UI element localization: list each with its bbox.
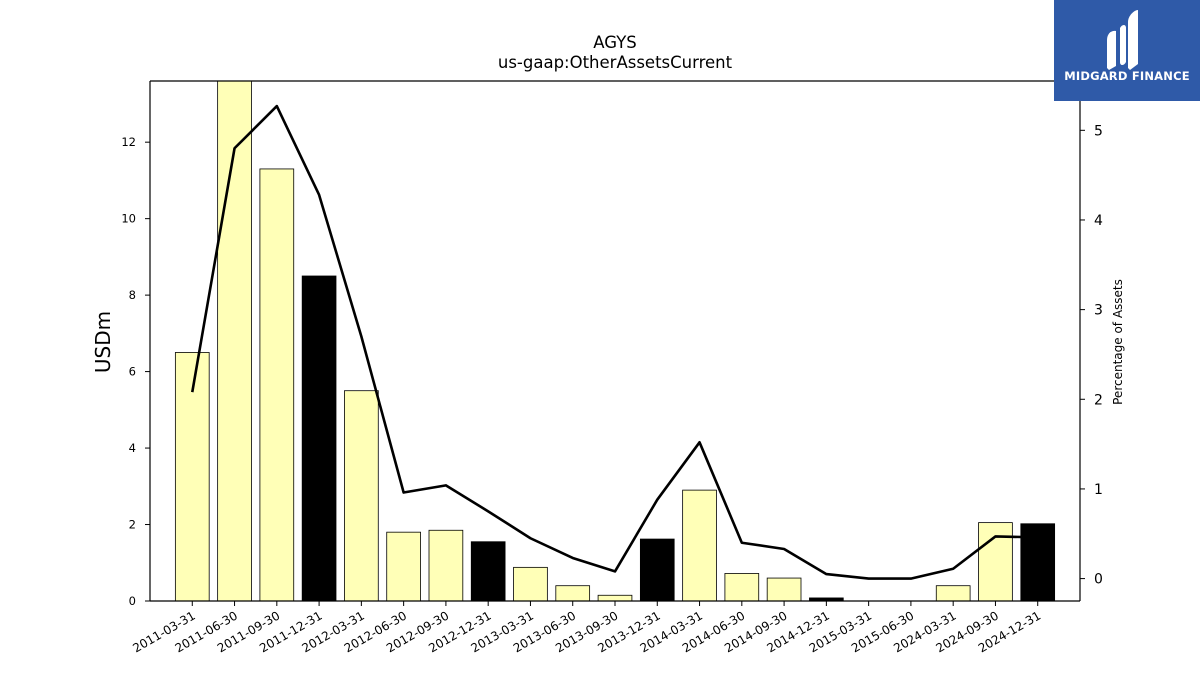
bar	[428, 529, 464, 602]
chart-subtitle: us-gaap:OtherAssetsCurrent	[498, 53, 733, 72]
bar	[174, 352, 210, 602]
percentage-line	[190, 104, 1038, 580]
chart-title: AGYS	[593, 33, 637, 52]
y2-tick-label: 0	[1094, 572, 1103, 588]
y-tick-label: 12	[121, 135, 136, 149]
bar	[386, 531, 421, 602]
bar	[766, 577, 802, 602]
bar	[344, 390, 379, 602]
y2-tick-label: 2	[1094, 392, 1103, 408]
y-tick-label: 2	[129, 518, 136, 532]
y-tick-label: 8	[129, 288, 136, 302]
y2-tick-label: 3	[1094, 303, 1103, 319]
y-tick-label: 6	[129, 365, 136, 379]
bar	[682, 489, 717, 602]
midgard-logo-icon	[1107, 10, 1138, 70]
bar	[724, 573, 760, 602]
plot-area: 0246810120123452011-03-312011-06-302011-…	[121, 80, 1103, 655]
bar	[301, 275, 337, 602]
y-tick-label: 10	[121, 212, 136, 226]
y2-tick-label: 5	[1094, 123, 1103, 139]
bar	[217, 80, 252, 602]
y2-tick-label: 4	[1094, 213, 1103, 229]
y2-axis-label: Percentage of Assets	[1111, 279, 1125, 405]
midgard-finance-logo: MIDGARD FINANCE	[1054, 0, 1200, 101]
y-axis-label: USDm	[91, 311, 115, 373]
bar	[978, 522, 1013, 602]
y-tick-label: 4	[129, 441, 136, 455]
bar	[513, 566, 548, 602]
bar	[1020, 523, 1056, 602]
bar	[470, 541, 506, 602]
bar	[935, 585, 971, 602]
bar	[259, 168, 295, 602]
y2-tick-label: 1	[1094, 482, 1103, 498]
bar	[555, 585, 591, 602]
bar	[639, 538, 675, 602]
logo-text: MIDGARD FINANCE	[1064, 69, 1190, 83]
bar	[597, 594, 633, 602]
y-tick-label: 0	[129, 594, 136, 608]
